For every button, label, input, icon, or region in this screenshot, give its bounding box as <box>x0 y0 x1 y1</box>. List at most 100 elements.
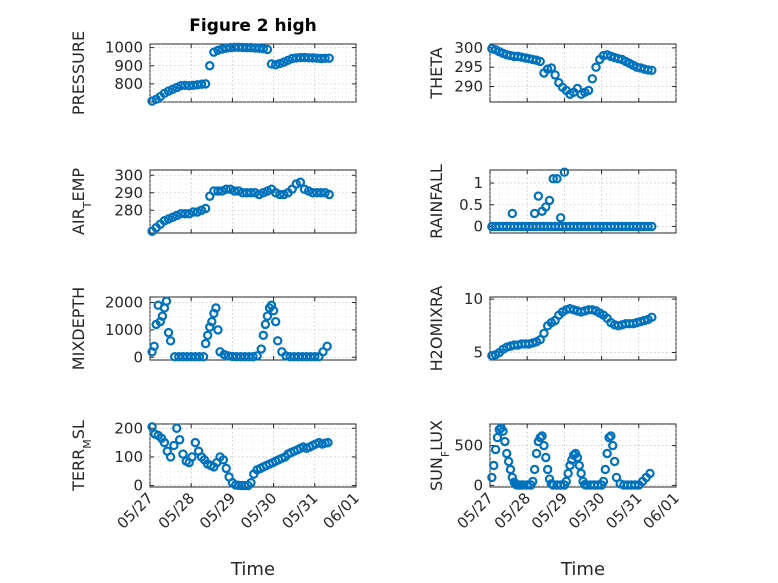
data-point <box>202 330 213 341</box>
data-point <box>178 449 188 459</box>
x-tick-label: 06/01 <box>640 489 683 532</box>
data-point <box>207 316 217 327</box>
data-point <box>161 296 172 306</box>
data-point <box>194 352 205 362</box>
data-point <box>172 423 182 433</box>
data-point <box>221 463 231 474</box>
data-point <box>507 208 518 219</box>
data-point <box>498 426 508 436</box>
subscript: T <box>81 201 94 209</box>
y-tick-label: 300 <box>114 166 143 184</box>
y-axis-label: PRESSURE <box>69 31 88 115</box>
data-point <box>190 437 201 448</box>
data-point <box>159 437 170 448</box>
data-point <box>244 352 254 362</box>
x-tick-label: 05/29 <box>196 489 239 532</box>
data-point <box>492 432 503 443</box>
data-point <box>187 452 197 462</box>
data-point <box>213 325 223 335</box>
data-point <box>246 478 256 488</box>
y-tick-label: 2000 <box>105 293 143 311</box>
y-axis-label: SUNFLUX <box>427 420 452 491</box>
data-point <box>572 452 583 463</box>
subplot-terr-msl: 0 100 200 TERRMSL 05/2705/2805/2905/3005/310… <box>69 419 363 580</box>
data-point <box>221 43 231 53</box>
data-point <box>643 65 653 75</box>
data-point <box>542 464 553 475</box>
data-point <box>600 464 611 475</box>
data-point <box>529 464 540 475</box>
data-point <box>531 448 542 459</box>
data-point <box>169 440 179 451</box>
data-point <box>561 476 571 487</box>
data-point <box>184 80 194 91</box>
y-tick-label: 1000 <box>105 321 143 339</box>
data-point <box>316 188 326 198</box>
data-point <box>200 203 211 214</box>
subplot-sun-flux: 0 500SUNFLUX05/2705/2805/2905/3005/3106/0… <box>427 420 683 580</box>
y-tick-label: 0 <box>473 217 483 235</box>
subscript: F <box>439 451 452 457</box>
x-tick-label: 05/29 <box>528 489 571 532</box>
data-point <box>528 476 538 487</box>
data-point <box>608 440 618 451</box>
data-point <box>591 62 601 72</box>
data-point <box>630 480 640 490</box>
data-point <box>218 455 229 465</box>
subplot-mixdepth: 0 1000 2000 MIXDEPTH <box>69 287 357 370</box>
y-tick-label: 200 <box>114 419 143 437</box>
data-point <box>503 456 514 467</box>
data-point <box>322 341 332 352</box>
data-point <box>490 444 501 455</box>
label-rest: SL <box>69 420 88 439</box>
y-tick-label: 500 <box>454 437 483 455</box>
data-point <box>246 188 256 198</box>
data-point <box>500 436 510 447</box>
data-point <box>217 44 227 54</box>
y-tick-label: 0 <box>133 348 143 366</box>
data-point <box>535 56 545 67</box>
data-point <box>149 341 159 352</box>
data-point <box>270 316 281 327</box>
data-point <box>157 311 168 321</box>
data-point <box>555 213 566 223</box>
data-point <box>310 352 320 362</box>
data-point <box>598 476 609 487</box>
x-tick-label: 05/27 <box>454 489 497 532</box>
y-axis-label: THETA <box>427 47 446 99</box>
data-point <box>252 351 262 361</box>
data-point <box>587 74 598 84</box>
data-point <box>647 65 657 75</box>
data-point <box>223 351 233 361</box>
data-point <box>645 468 655 479</box>
label-rest: LUX <box>427 420 446 451</box>
figure-title: Figure 2 high <box>189 16 317 36</box>
data-point <box>262 44 273 55</box>
data-point <box>180 209 190 219</box>
data-point <box>254 43 264 54</box>
data-point <box>324 53 334 63</box>
data-point <box>188 207 198 217</box>
x-tick-label: 05/28 <box>491 489 534 532</box>
data-point <box>196 79 207 89</box>
data-point <box>262 311 273 321</box>
y-tick-label: 10 <box>464 290 483 308</box>
data-point <box>643 221 653 232</box>
data-point <box>229 186 240 196</box>
data-point <box>192 80 203 90</box>
axes-box <box>149 169 357 234</box>
data-point <box>505 464 516 475</box>
data-point <box>221 184 231 194</box>
data-point <box>647 312 657 322</box>
data-point <box>273 336 283 346</box>
data-point <box>537 431 547 441</box>
x-tick-label: 05/31 <box>278 489 321 532</box>
x-tick-label: 05/27 <box>114 489 157 532</box>
y-tick-label: 280 <box>114 201 143 219</box>
data-point <box>258 44 268 54</box>
data-point <box>200 79 211 89</box>
y-tick-label: 0 <box>133 477 143 495</box>
data-point <box>544 195 555 206</box>
